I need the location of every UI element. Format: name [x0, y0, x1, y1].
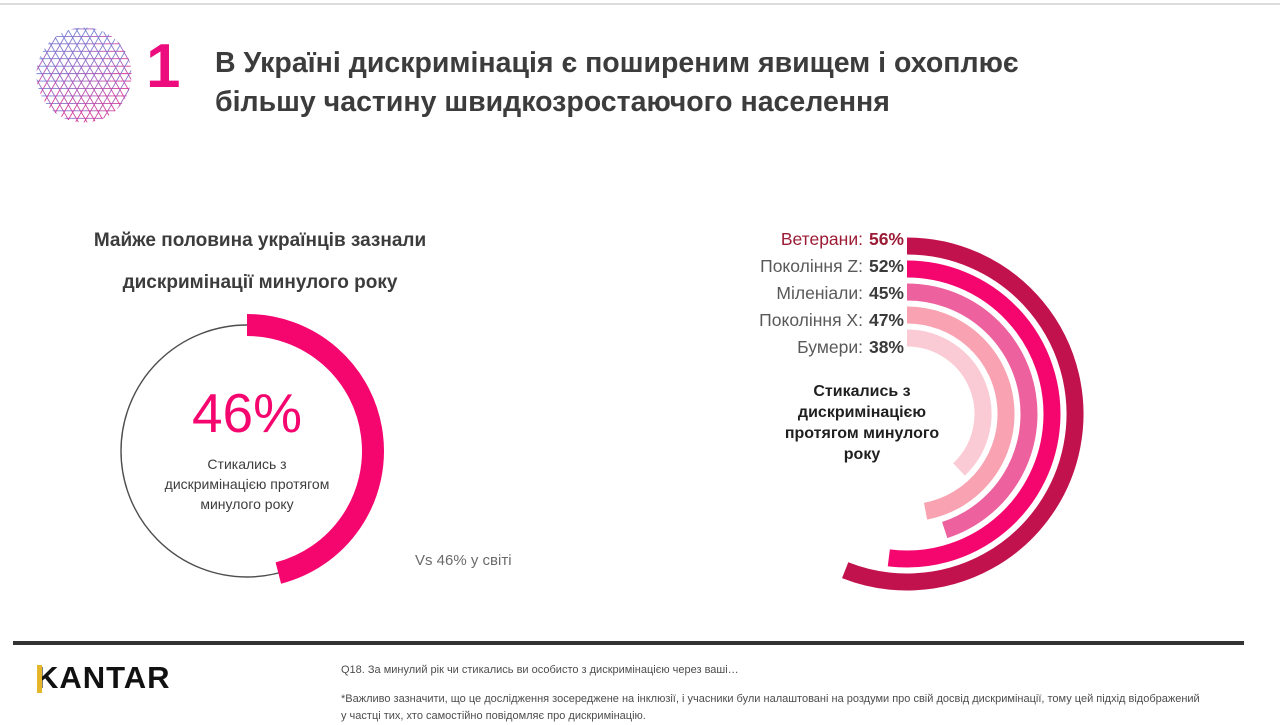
left-chart-heading: Майже половина українців зазнали дискрим…: [93, 230, 427, 293]
radial-arc-2: [906, 283, 1038, 539]
generation-value: 45%: [868, 283, 904, 303]
kantar-logo-text: KANTAR: [36, 660, 171, 695]
method-footnote: *Важливо зазначити, що це дослідження зо…: [341, 693, 1200, 723]
donut-chart-46-percent: [120, 314, 384, 584]
generation-row-4: Бумери: 38%: [610, 334, 904, 361]
radial-arc-0: [842, 237, 1084, 591]
world-comparison-note: Vs 46% у світі: [415, 552, 512, 569]
generation-label: Міленіали:: [776, 283, 863, 303]
generation-label: Покоління X:: [759, 310, 863, 330]
kantar-logo: KANTAR: [36, 660, 171, 695]
slide-title: В Україні дискримінація є поширеним явищ…: [215, 47, 1019, 119]
generation-row-3: Покоління X: 47%: [610, 307, 904, 334]
donut-center-value: 46%: [191, 382, 303, 444]
radial-arc-3: [906, 306, 1015, 520]
radial-bar-chart-generations: [842, 237, 1084, 591]
slide-number: 1: [146, 32, 181, 101]
generation-label: Бумери:: [797, 337, 863, 357]
generation-row-0: Ветерани: 56%: [610, 226, 904, 253]
kantar-gold-bar: [36, 665, 42, 693]
generation-labels-list: Ветерани: 56% Покоління Z: 52% Міленіали: 45%…: [610, 226, 904, 361]
generation-value: 56%: [868, 229, 904, 249]
generation-label: Покоління Z:: [760, 256, 863, 276]
radial-center-label: Стикались з дискримінацією протягом мину…: [784, 383, 940, 464]
radial-arc-1: [887, 260, 1061, 568]
generation-label: Ветерани:: [780, 229, 863, 249]
generation-value: 52%: [868, 256, 904, 276]
footer-divider: [13, 641, 1244, 645]
generation-row-1: Покоління Z: 52%: [610, 253, 904, 280]
generation-value: 38%: [868, 337, 904, 357]
generation-row-2: Міленіали: 45%: [610, 280, 904, 307]
donut-caption: Стикались з дискримінацією протягом мину…: [164, 456, 330, 512]
question-footnote: Q18. За минулий рік чи стикались ви особ…: [341, 664, 739, 676]
generation-value: 47%: [868, 310, 904, 330]
kantar-mesh-sphere-icon: [33, 26, 135, 124]
top-divider: [0, 3, 1280, 5]
radial-arc-4: [906, 329, 992, 476]
